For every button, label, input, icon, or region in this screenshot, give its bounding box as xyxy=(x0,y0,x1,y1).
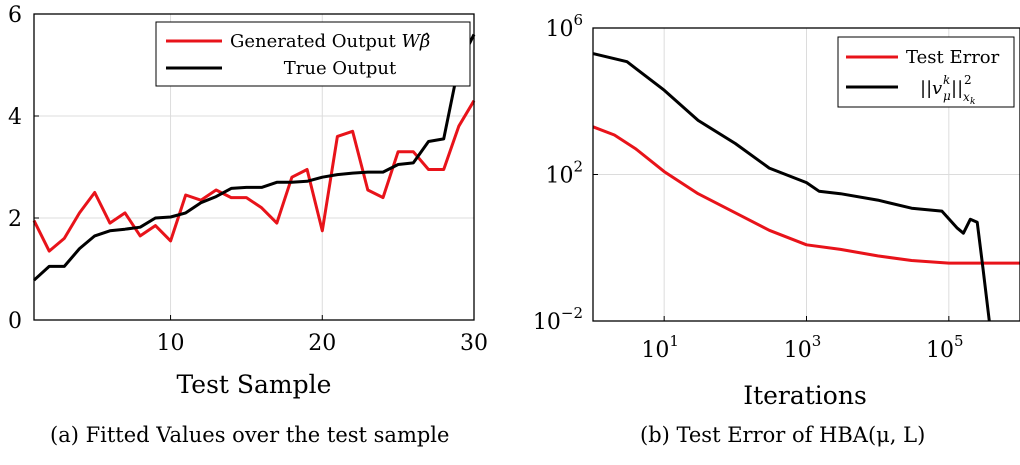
legend-a-series1-label: Generated Output Wβ̂ xyxy=(230,31,430,52)
plot-a-ytick-label: 0 xyxy=(8,309,22,334)
legend-b-series1-label: Test Error xyxy=(906,47,1000,68)
series-line-b-1 xyxy=(592,125,1020,265)
plot-b-legend-box xyxy=(837,36,1015,108)
svg-text:k: k xyxy=(970,97,975,107)
plot-b-lines xyxy=(592,52,1020,322)
plot-a-xtick-label: 10 xyxy=(157,331,185,356)
plot-b-xtick-label: 105 xyxy=(926,332,964,363)
plot-b-ytick-label: 106 xyxy=(545,11,583,42)
legend-a-series2-label: True Output xyxy=(284,58,397,79)
plot-b-xtick-label: 101 xyxy=(641,332,679,363)
plot-a-xlabel: Test Sample xyxy=(177,370,332,399)
plot-a-ytick-label: 6 xyxy=(8,3,22,28)
svg-text:x: x xyxy=(963,90,970,104)
plot-a-lines xyxy=(32,33,476,282)
plot-a-frame xyxy=(33,13,475,321)
plot-a-ticks: 10 20 30 0 2 4 6 xyxy=(8,3,488,356)
plot-b-legend: Test Error || v k μ || 2 x k xyxy=(837,36,1015,108)
svg-text:k: k xyxy=(943,73,950,87)
series-line-a-2 xyxy=(32,33,476,282)
plot-b-xtick-label: 103 xyxy=(784,332,822,363)
plot-b-xlabel: Iterations xyxy=(743,381,867,410)
plot-a-ytick-label: 2 xyxy=(8,207,22,232)
plot-a-legend: Generated Output Wβ̂ True Output xyxy=(155,21,471,87)
panel-a: 10 20 30 0 2 4 6 Test Sample (a) Fitted Values… xyxy=(8,3,488,447)
svg-text:v: v xyxy=(932,78,942,99)
legend-b-series2-label: || v k μ || 2 x k xyxy=(920,73,975,107)
panel-b: 101 103 105 10−2 102 106 Iterations (b) Test … xyxy=(533,11,1020,447)
svg-text:||: || xyxy=(920,78,932,99)
plot-b-ytick-label: 10−2 xyxy=(533,304,583,335)
plot-a-legend-box xyxy=(155,21,471,87)
plot-a-caption: (a) Fitted Values over the test sample xyxy=(50,423,449,447)
svg-text:μ: μ xyxy=(943,89,951,103)
plot-b-ytick-label: 102 xyxy=(545,158,583,189)
svg-text:2: 2 xyxy=(964,73,972,87)
plot-a-xtick-label: 20 xyxy=(308,331,336,356)
series-line-a-1 xyxy=(32,99,476,253)
plot-b-caption: (b) Test Error of HBA(μ, L) xyxy=(640,423,925,447)
plot-b-ticks: 101 103 105 10−2 102 106 xyxy=(533,11,964,363)
svg-text:||: || xyxy=(951,78,963,99)
series-line-b-2 xyxy=(592,52,991,322)
plot-a-xtick-label: 30 xyxy=(460,331,488,356)
plot-a-ytick-label: 4 xyxy=(8,105,22,130)
